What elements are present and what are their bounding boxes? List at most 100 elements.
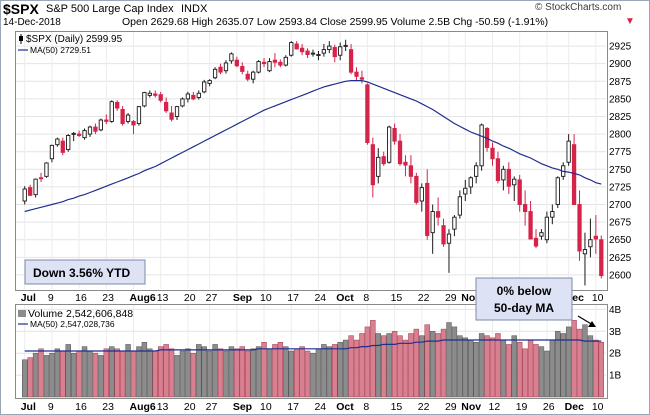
- candle-body: [370, 144, 375, 186]
- candle-body: [582, 249, 588, 255]
- date-axis-lower: Jul 9 16 23 Aug6 13 20 27 Sep 10 17 24 Oct 8 15 22 29 Nov…: [21, 401, 604, 413]
- candle-body: [435, 211, 441, 218]
- ytd-box: [24, 259, 146, 285]
- volume-bar: [495, 333, 501, 398]
- ma-note-line-1: 0% below: [497, 284, 552, 298]
- candle-body: [506, 168, 511, 187]
- volume-bar: [38, 348, 44, 398]
- price-tick-label: 2825: [609, 112, 632, 123]
- candle-body: [283, 56, 288, 66]
- volume-bar: [500, 339, 507, 398]
- volume-legend-text: Volume 2,542,606,848: [28, 308, 133, 320]
- candle-body: [577, 204, 582, 252]
- date-tick-label: 24: [314, 292, 326, 304]
- candle-body: [474, 165, 479, 177]
- volume-bar: [408, 333, 414, 398]
- candle-body: [316, 54, 321, 56]
- volume-bar: [266, 348, 273, 398]
- volume-bar: [593, 339, 599, 398]
- candle-body: [234, 59, 239, 67]
- date-tick-label: 23: [102, 292, 114, 304]
- candle-body: [289, 42, 294, 56]
- volume-bar: [391, 331, 398, 398]
- volume-bar: [576, 328, 583, 398]
- price-tick-label: 2600: [609, 270, 632, 281]
- volume-ma50-line: [24, 339, 602, 352]
- volume-bar: [179, 350, 186, 398]
- candle-body: [310, 52, 316, 55]
- candle-body: [196, 92, 201, 98]
- volume-bar: [217, 348, 224, 398]
- volume-bar: [440, 328, 447, 398]
- date-tick-label: 17: [287, 401, 299, 413]
- volume-bar: [130, 350, 137, 398]
- date-tick-label: 22: [418, 401, 430, 413]
- candle-body: [142, 92, 147, 107]
- volume-bar: [544, 350, 550, 398]
- candlestick-series: [22, 39, 604, 286]
- date-tick-label: 29: [445, 401, 457, 413]
- volume-bar: [250, 348, 256, 398]
- ma-note-arrow-icon: [577, 315, 596, 327]
- candle-body: [452, 216, 457, 230]
- volume-bar: [92, 352, 99, 398]
- volume-bar: [60, 350, 66, 398]
- date-tick-label: Jul: [21, 292, 36, 304]
- volume-bar: [87, 350, 93, 398]
- date-tick-label: 12: [488, 401, 500, 413]
- candle-body: [93, 126, 98, 132]
- candle-body: [468, 177, 473, 188]
- exchange-label: INDX: [181, 3, 208, 15]
- candle-body: [66, 135, 71, 151]
- volume-bar: [473, 341, 479, 398]
- price-tick-label: 2800: [609, 130, 632, 141]
- candle-body: [381, 156, 386, 165]
- candle-body: [109, 101, 114, 122]
- candle-body: [425, 182, 430, 236]
- date-tick-label: 17: [287, 292, 299, 304]
- candle-body: [251, 71, 256, 80]
- volume-bar: [255, 346, 262, 398]
- volume-bar: [419, 335, 425, 398]
- volume-bar: [516, 341, 523, 398]
- volume-bar: [174, 355, 180, 398]
- volume-bar: [462, 337, 468, 398]
- candle-body: [131, 120, 136, 126]
- price-tick-label: 2725: [609, 182, 632, 193]
- candle-body: [245, 73, 250, 80]
- volume-bar: [141, 341, 148, 398]
- date-tick-label: 24: [314, 401, 326, 413]
- ma-note-line-2: 50-day MA: [494, 301, 554, 315]
- volume-bar: [54, 348, 61, 398]
- volume-bar: [359, 333, 365, 398]
- volume-bar: [413, 328, 420, 398]
- volume-bar: [158, 346, 164, 398]
- volume-bar: [277, 341, 284, 398]
- price-tick-label: 2650: [609, 235, 632, 246]
- volume-bar: [168, 348, 175, 398]
- candle-body: [463, 187, 468, 195]
- volume-tick-label: 3B: [609, 327, 622, 338]
- volume-bar: [299, 346, 305, 398]
- ohlc-summary: Open 2629.68 High 2635.07 Low 2593.84 Cl…: [122, 16, 549, 28]
- candle-body: [522, 204, 528, 212]
- date-tick-label: Oct: [336, 292, 354, 304]
- date-tick-label: Sep: [233, 292, 252, 304]
- candle-body: [441, 225, 446, 245]
- date-tick-label: 16: [75, 401, 87, 413]
- volume-bar: [402, 339, 409, 398]
- candle-legend-icon: [19, 34, 23, 44]
- volume-bar: [337, 341, 343, 398]
- price-tick-label: 2775: [609, 147, 632, 158]
- volume-bar: [98, 355, 104, 398]
- volume-bar: [370, 320, 376, 398]
- volume-bar: [511, 335, 517, 398]
- index-name: S&P 500 Large Cap Index: [46, 3, 174, 15]
- candle-body: [387, 126, 392, 163]
- volume-bar: [538, 346, 545, 398]
- candle-body: [136, 106, 142, 124]
- candle-body: [164, 101, 169, 112]
- price-tick-label: 2750: [609, 165, 632, 176]
- volume-bar: [196, 344, 202, 398]
- candle-body: [256, 61, 261, 73]
